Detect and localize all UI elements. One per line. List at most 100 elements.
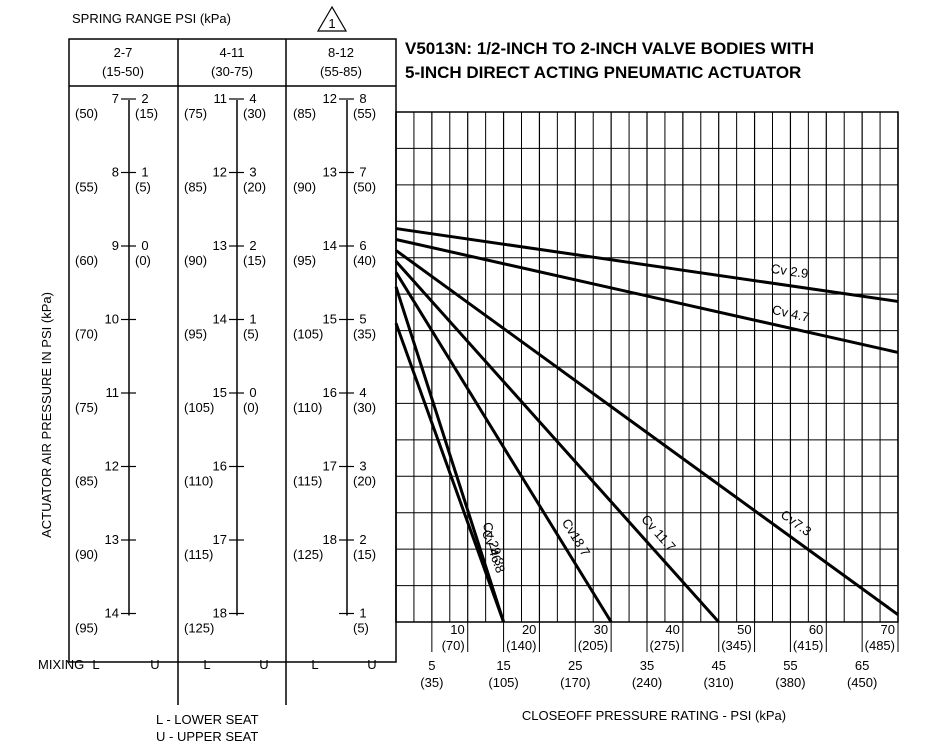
x-tick-label-upper: 50 — [737, 622, 751, 637]
left-psi-value: 14 — [213, 312, 227, 327]
right-kpa-value: (30) — [353, 400, 376, 415]
left-kpa-value: (90) — [184, 253, 207, 268]
left-psi-value: 7 — [112, 91, 119, 106]
x-tick-label-lower: 15 — [496, 658, 510, 673]
cv-series-line — [394, 260, 720, 624]
right-kpa-value: (0) — [243, 400, 259, 415]
right-psi-value: 2 — [249, 238, 256, 253]
right-psi-value: 5 — [359, 312, 366, 327]
left-kpa-value: (110) — [184, 474, 213, 489]
seat-label-lower-3: L — [311, 657, 318, 672]
x-tick-label-lower: 35 — [640, 658, 654, 673]
x-tick-label-lower-kpa: (35) — [420, 675, 443, 690]
note-number: 1 — [328, 16, 335, 31]
right-kpa-value: (15) — [353, 547, 376, 562]
right-psi-value: 3 — [249, 165, 256, 180]
left-kpa-value: (60) — [75, 253, 98, 268]
left-psi-value: 17 — [323, 459, 337, 474]
left-psi-value: 18 — [323, 532, 337, 547]
right-kpa-value: (0) — [135, 253, 151, 268]
x-tick-label-upper-kpa: (70) — [442, 638, 465, 653]
left-kpa-value: (75) — [75, 400, 98, 415]
y-axis-label: ACTUATOR AIR PRESSURE IN PSI (kPa) — [39, 292, 54, 538]
left-kpa-value: (95) — [293, 253, 316, 268]
x-tick-label-lower: 45 — [711, 658, 725, 673]
spring-range-psi-1: 2-7 — [114, 45, 133, 60]
x-tick-label-lower-kpa: (380) — [775, 675, 805, 690]
left-psi-value: 17 — [213, 532, 227, 547]
left-psi-value: 13 — [323, 165, 337, 180]
chart-title-line-1: V5013N: 1/2-INCH TO 2-INCH VALVE BODIES … — [405, 39, 814, 58]
left-kpa-value: (95) — [75, 621, 98, 636]
note-triangle — [316, 5, 348, 32]
x-tick-label-lower-kpa: (170) — [560, 675, 590, 690]
left-kpa-value: (85) — [75, 474, 98, 489]
x-tick-label-lower: 5 — [428, 658, 435, 673]
right-psi-value: 4 — [359, 385, 366, 400]
x-tick-label-upper: 60 — [809, 622, 823, 637]
left-psi-value: 13 — [213, 238, 227, 253]
left-kpa-value: (90) — [75, 547, 98, 562]
x-tick-label-upper-kpa: (140) — [506, 638, 536, 653]
x-tick-label-lower-kpa: (310) — [704, 675, 734, 690]
x-tick-label-upper: 40 — [665, 622, 679, 637]
right-kpa-value: (55) — [353, 106, 376, 121]
cv-series-label: Cv18.7 — [559, 516, 593, 559]
x-tick-label-lower-kpa: (105) — [488, 675, 518, 690]
chart-grid — [395, 111, 899, 623]
right-kpa-value: (30) — [243, 106, 266, 121]
spring-range-kpa-1: (15-50) — [102, 64, 144, 79]
x-tick-label-upper-kpa: (345) — [721, 638, 751, 653]
right-psi-value: 7 — [359, 165, 366, 180]
left-kpa-value: (115) — [293, 474, 322, 489]
legend-lower-seat: L - LOWER SEAT — [156, 712, 259, 727]
left-psi-value: 8 — [112, 165, 119, 180]
left-kpa-value: (105) — [184, 400, 214, 415]
spring-range-kpa-2: (30-75) — [211, 64, 253, 79]
right-kpa-value: (40) — [353, 253, 376, 268]
left-psi-value: 15 — [323, 312, 337, 327]
spring-range-kpa-3: (55-85) — [320, 64, 362, 79]
cv-series-label: Cv 2.9 — [770, 261, 809, 281]
left-kpa-value: (125) — [184, 621, 214, 636]
cv-series-label: Cv 11.7 — [638, 512, 678, 555]
x-tick-label-upper-kpa: (205) — [578, 638, 608, 653]
left-psi-value: 16 — [323, 385, 337, 400]
left-kpa-value: (115) — [184, 547, 213, 562]
right-kpa-value: (20) — [353, 474, 376, 489]
left-kpa-value: (90) — [293, 180, 316, 195]
left-kpa-value: (95) — [184, 327, 207, 342]
right-psi-value: 2 — [359, 532, 366, 547]
left-kpa-value: (70) — [75, 327, 98, 342]
left-psi-value: 18 — [213, 606, 227, 621]
right-kpa-value: (5) — [135, 180, 151, 195]
chart-title-line-2: 5-INCH DIRECT ACTING PNEUMATIC ACTUATOR — [405, 63, 801, 82]
spring-range-psi-2: 4-11 — [219, 45, 244, 60]
x-tick-label-lower: 65 — [855, 658, 869, 673]
x-tick-label-lower: 55 — [783, 658, 797, 673]
spring-range-psi-3: 8-12 — [328, 45, 354, 60]
right-psi-value: 4 — [249, 91, 256, 106]
left-kpa-value: (85) — [184, 180, 207, 195]
right-kpa-value: (15) — [243, 253, 266, 268]
left-psi-value: 14 — [323, 238, 337, 253]
left-psi-value: 11 — [106, 385, 120, 400]
note-marker: 1 — [316, 5, 348, 32]
x-axis-label: CLOSEOFF PRESSURE RATING - PSI (kPa) — [522, 708, 786, 723]
spring-range-header: SPRING RANGE PSI (kPa) — [72, 11, 231, 26]
cv-series-line — [395, 238, 899, 354]
left-psi-value: 9 — [112, 238, 119, 253]
left-psi-value: 12 — [105, 459, 119, 474]
seat-label-upper-3: U — [367, 657, 376, 672]
x-tick-label-lower: 25 — [568, 658, 582, 673]
left-psi-value: 12 — [213, 165, 227, 180]
left-psi-value: 12 — [323, 91, 337, 106]
spring-range-headers: 2-7 (15-50) 4-11 (30-75) 8-12 (55-85) — [102, 45, 362, 79]
seat-label-upper-1: U — [150, 657, 159, 672]
right-kpa-value: (50) — [353, 180, 376, 195]
cv-series-line — [394, 322, 505, 623]
right-kpa-value: (5) — [243, 327, 259, 342]
x-tick-label-upper-kpa: (275) — [649, 638, 679, 653]
right-psi-value: 3 — [359, 459, 366, 474]
